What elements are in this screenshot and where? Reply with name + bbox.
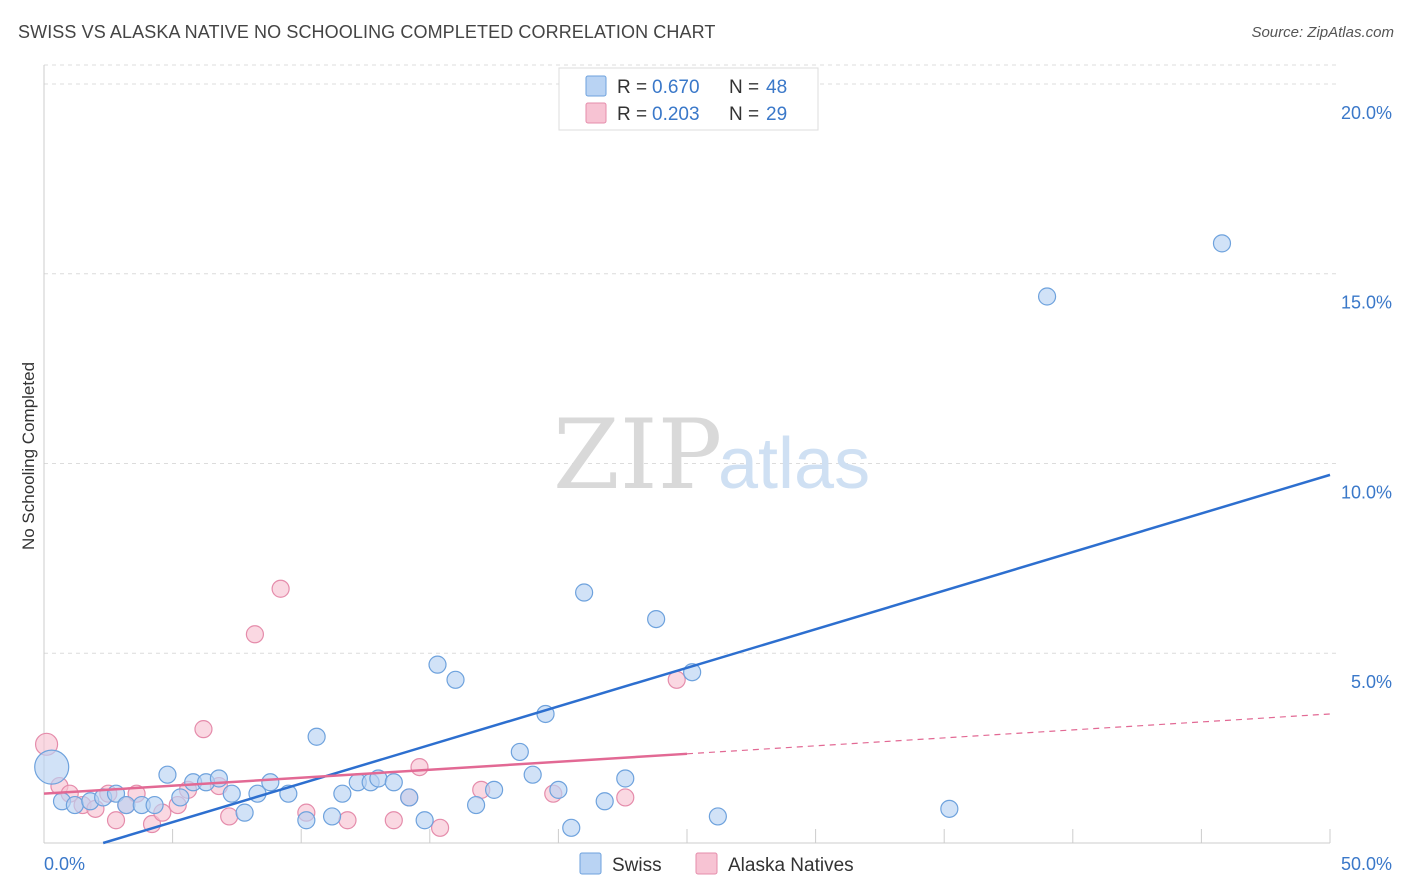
swiss-point — [595, 792, 614, 811]
alaska-trendline — [43, 752, 688, 795]
swiss-point — [510, 742, 529, 762]
bottom-legend-label-alaska: Alaska Natives — [728, 855, 854, 876]
alaska-point — [106, 811, 126, 830]
legend-n-value-alaska: 29 — [766, 104, 787, 125]
bottom-legend-swatch-alaska — [695, 852, 718, 875]
swiss-point — [485, 780, 504, 799]
alaska-point — [245, 625, 265, 644]
legend-r-label-alaska: R = — [617, 104, 647, 125]
swiss-point — [65, 795, 84, 815]
swiss-point — [940, 799, 959, 818]
swiss-point — [145, 795, 164, 815]
swiss-point — [616, 769, 635, 788]
watermark-atlas: atlas — [718, 424, 870, 504]
legend-r-label-swiss: R = — [617, 77, 647, 98]
alaska-point — [220, 807, 239, 826]
swiss-point — [415, 811, 434, 830]
points-layer — [34, 234, 1232, 837]
trendlines-layer — [43, 473, 1331, 845]
y-tick-label: 15.0% — [1341, 293, 1392, 313]
swiss-point — [575, 583, 594, 602]
legend-n-label-alaska: N = — [729, 104, 759, 125]
grid-layer — [44, 64, 1336, 654]
source-label: Source: ZipAtlas.com — [1251, 24, 1394, 41]
swiss-point — [158, 765, 177, 784]
swiss-point — [428, 655, 447, 674]
alaska-point — [384, 811, 403, 830]
swiss-point — [549, 780, 568, 799]
alaska-point — [338, 811, 357, 830]
bottom-legend-label-swiss: Swiss — [612, 855, 662, 876]
bottom-legend: Swiss Alaska Natives — [579, 852, 854, 876]
swiss-point — [307, 727, 326, 746]
watermark-zip: ZIP — [553, 399, 722, 511]
legend-r-value-swiss: 0.670 — [652, 77, 700, 98]
y-axis-label: No Schooling Completed — [19, 362, 38, 550]
y-tick-label: 10.0% — [1341, 482, 1392, 502]
swiss-point — [322, 807, 342, 826]
swiss-point — [1037, 287, 1057, 306]
swiss-point — [647, 609, 666, 629]
swiss-point — [171, 788, 190, 807]
swiss-point — [1212, 234, 1232, 253]
axes-layer: 5.0% 10.0% 15.0% 20.0% 0.0% 50.0% — [43, 65, 1392, 874]
legend: R = 0.670 N = 48 R = 0.203 N = 29 — [558, 67, 819, 131]
alaska-point — [194, 720, 213, 739]
legend-r-value-alaska: 0.203 — [652, 104, 700, 125]
bottom-legend-swatch-swiss — [579, 852, 602, 875]
swiss-point — [708, 807, 727, 826]
chart-title: SWISS VS ALASKA NATIVE NO SCHOOLING COMP… — [18, 22, 716, 42]
alaska-point — [410, 757, 429, 777]
swiss-point — [466, 795, 486, 815]
y-tick-label: 5.0% — [1351, 672, 1392, 692]
alaska-trendline-extension — [686, 713, 1331, 755]
alaska-point — [430, 818, 450, 837]
legend-n-value-swiss: 48 — [766, 77, 787, 98]
swiss-point — [261, 773, 280, 792]
swiss-trendline — [102, 473, 1331, 845]
swiss-point — [384, 773, 403, 792]
swiss-point — [235, 803, 254, 822]
swiss-point — [400, 788, 419, 807]
x-tick-label: 50.0% — [1341, 854, 1392, 874]
alaska-point — [616, 788, 635, 807]
swiss-point — [34, 749, 70, 785]
x-tick-label: 0.0% — [44, 854, 85, 874]
watermark: ZIP atlas — [553, 399, 870, 511]
legend-swatch-alaska — [585, 102, 607, 124]
swiss-point — [117, 795, 136, 815]
alaska-point — [271, 579, 290, 598]
y-tick-label: 20.0% — [1341, 103, 1392, 123]
legend-n-label-swiss: N = — [729, 77, 759, 98]
swiss-point — [523, 765, 542, 784]
swiss-point — [297, 811, 316, 830]
swiss-point — [446, 670, 465, 689]
swiss-point — [562, 818, 581, 837]
swiss-point — [222, 784, 241, 803]
legend-swatch-swiss — [585, 75, 607, 97]
swiss-point — [333, 784, 352, 803]
